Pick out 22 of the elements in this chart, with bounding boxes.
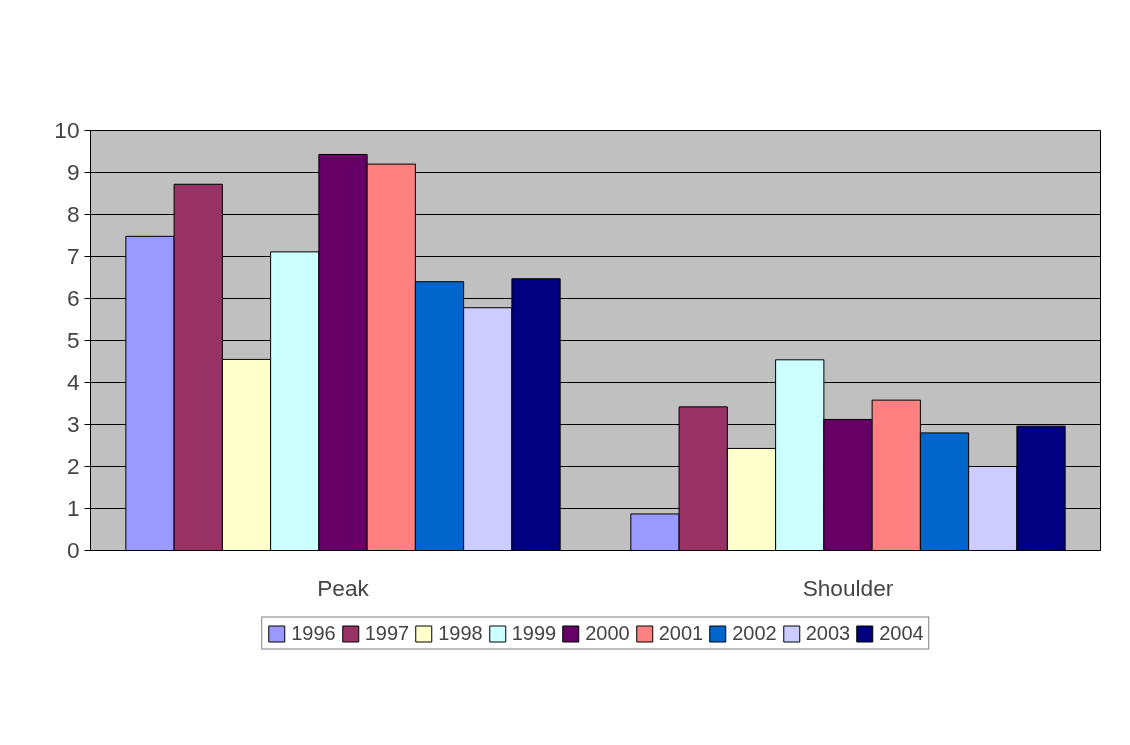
y-tick-label: 8 (66, 201, 80, 227)
y-tick-label: 1 (66, 495, 80, 521)
legend-label: 2002 (732, 621, 777, 645)
x-tick-label: Shoulder (802, 574, 894, 601)
legend-label: 1999 (511, 621, 557, 645)
legend-label: 2003 (805, 621, 851, 645)
y-tick-label: 6 (66, 285, 80, 311)
x-tick-label: Peak (317, 574, 370, 601)
y-tick-label: 5 (66, 327, 80, 353)
y-tick-label: 7 (66, 243, 80, 269)
legend-label: 1997 (364, 621, 410, 645)
legend-label: 1996 (291, 621, 336, 645)
legend-label: 2000 (585, 621, 630, 645)
y-tick-label: 9 (66, 159, 80, 185)
y-tick-label: 0 (66, 537, 80, 563)
y-tick-label: 2 (66, 453, 80, 479)
y-tick-label: 4 (66, 369, 80, 395)
y-tick-label: 10 (54, 117, 80, 143)
y-tick-label: 3 (66, 411, 80, 437)
legend-label: 2001 (658, 621, 704, 645)
legend-label: 1998 (438, 621, 483, 645)
legend-label: 2004 (879, 621, 924, 645)
